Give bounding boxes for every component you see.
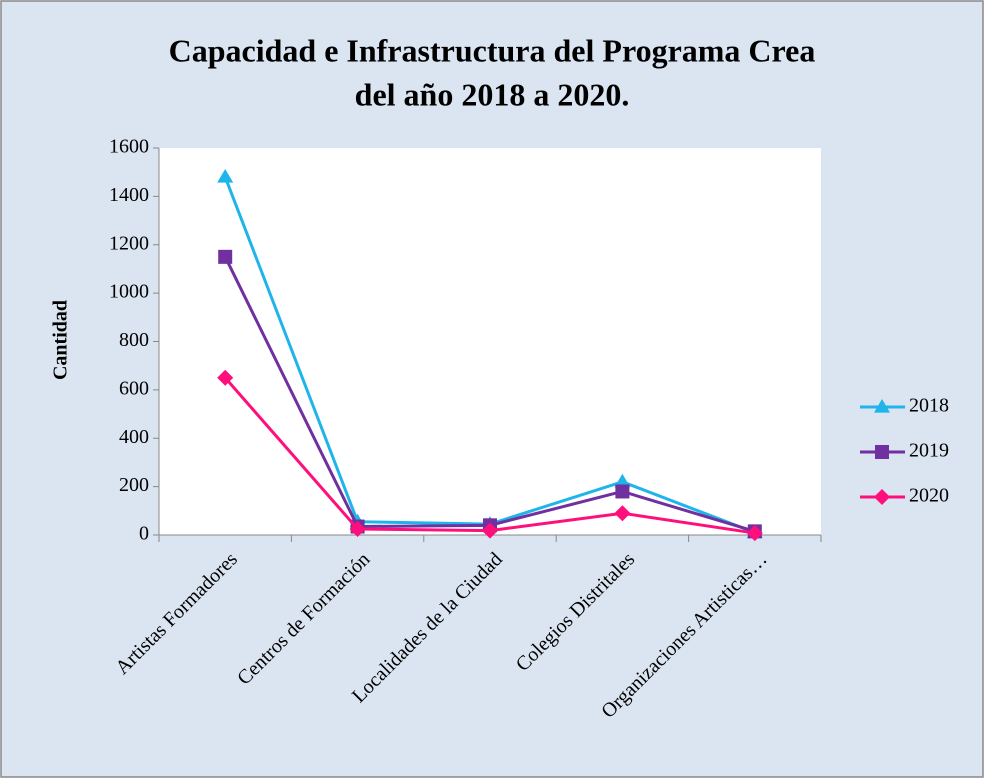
y-tick-label: 1400 xyxy=(109,184,149,206)
marker xyxy=(874,489,890,505)
marker xyxy=(217,369,234,386)
chart-title: Capacidad e Infrastructura del Programa … xyxy=(169,32,816,68)
marker xyxy=(218,249,233,264)
chart-title: del año 2018 a 2020. xyxy=(355,76,630,112)
y-axis-label: Cantidad xyxy=(50,300,72,380)
y-tick-label: 1000 xyxy=(109,281,149,303)
marker xyxy=(614,505,631,522)
y-tick-label: 1200 xyxy=(109,232,149,254)
plot-area xyxy=(159,148,821,535)
y-tick-label: 1600 xyxy=(109,136,149,158)
y-tick-label: 600 xyxy=(119,377,149,399)
marker xyxy=(875,445,889,459)
legend-label: 2018 xyxy=(909,395,949,417)
y-tick-label: 400 xyxy=(119,426,149,448)
marker xyxy=(217,169,234,183)
marker xyxy=(874,399,890,413)
y-tick-label: 200 xyxy=(119,474,149,496)
marker xyxy=(615,484,630,499)
marker xyxy=(614,473,631,488)
y-tick-label: 0 xyxy=(139,523,149,545)
marker xyxy=(349,520,366,537)
legend-label: 2019 xyxy=(909,440,949,462)
marker xyxy=(482,522,498,539)
marker xyxy=(746,525,763,542)
legend-label: 2020 xyxy=(909,485,949,507)
y-tick-label: 800 xyxy=(119,329,149,351)
